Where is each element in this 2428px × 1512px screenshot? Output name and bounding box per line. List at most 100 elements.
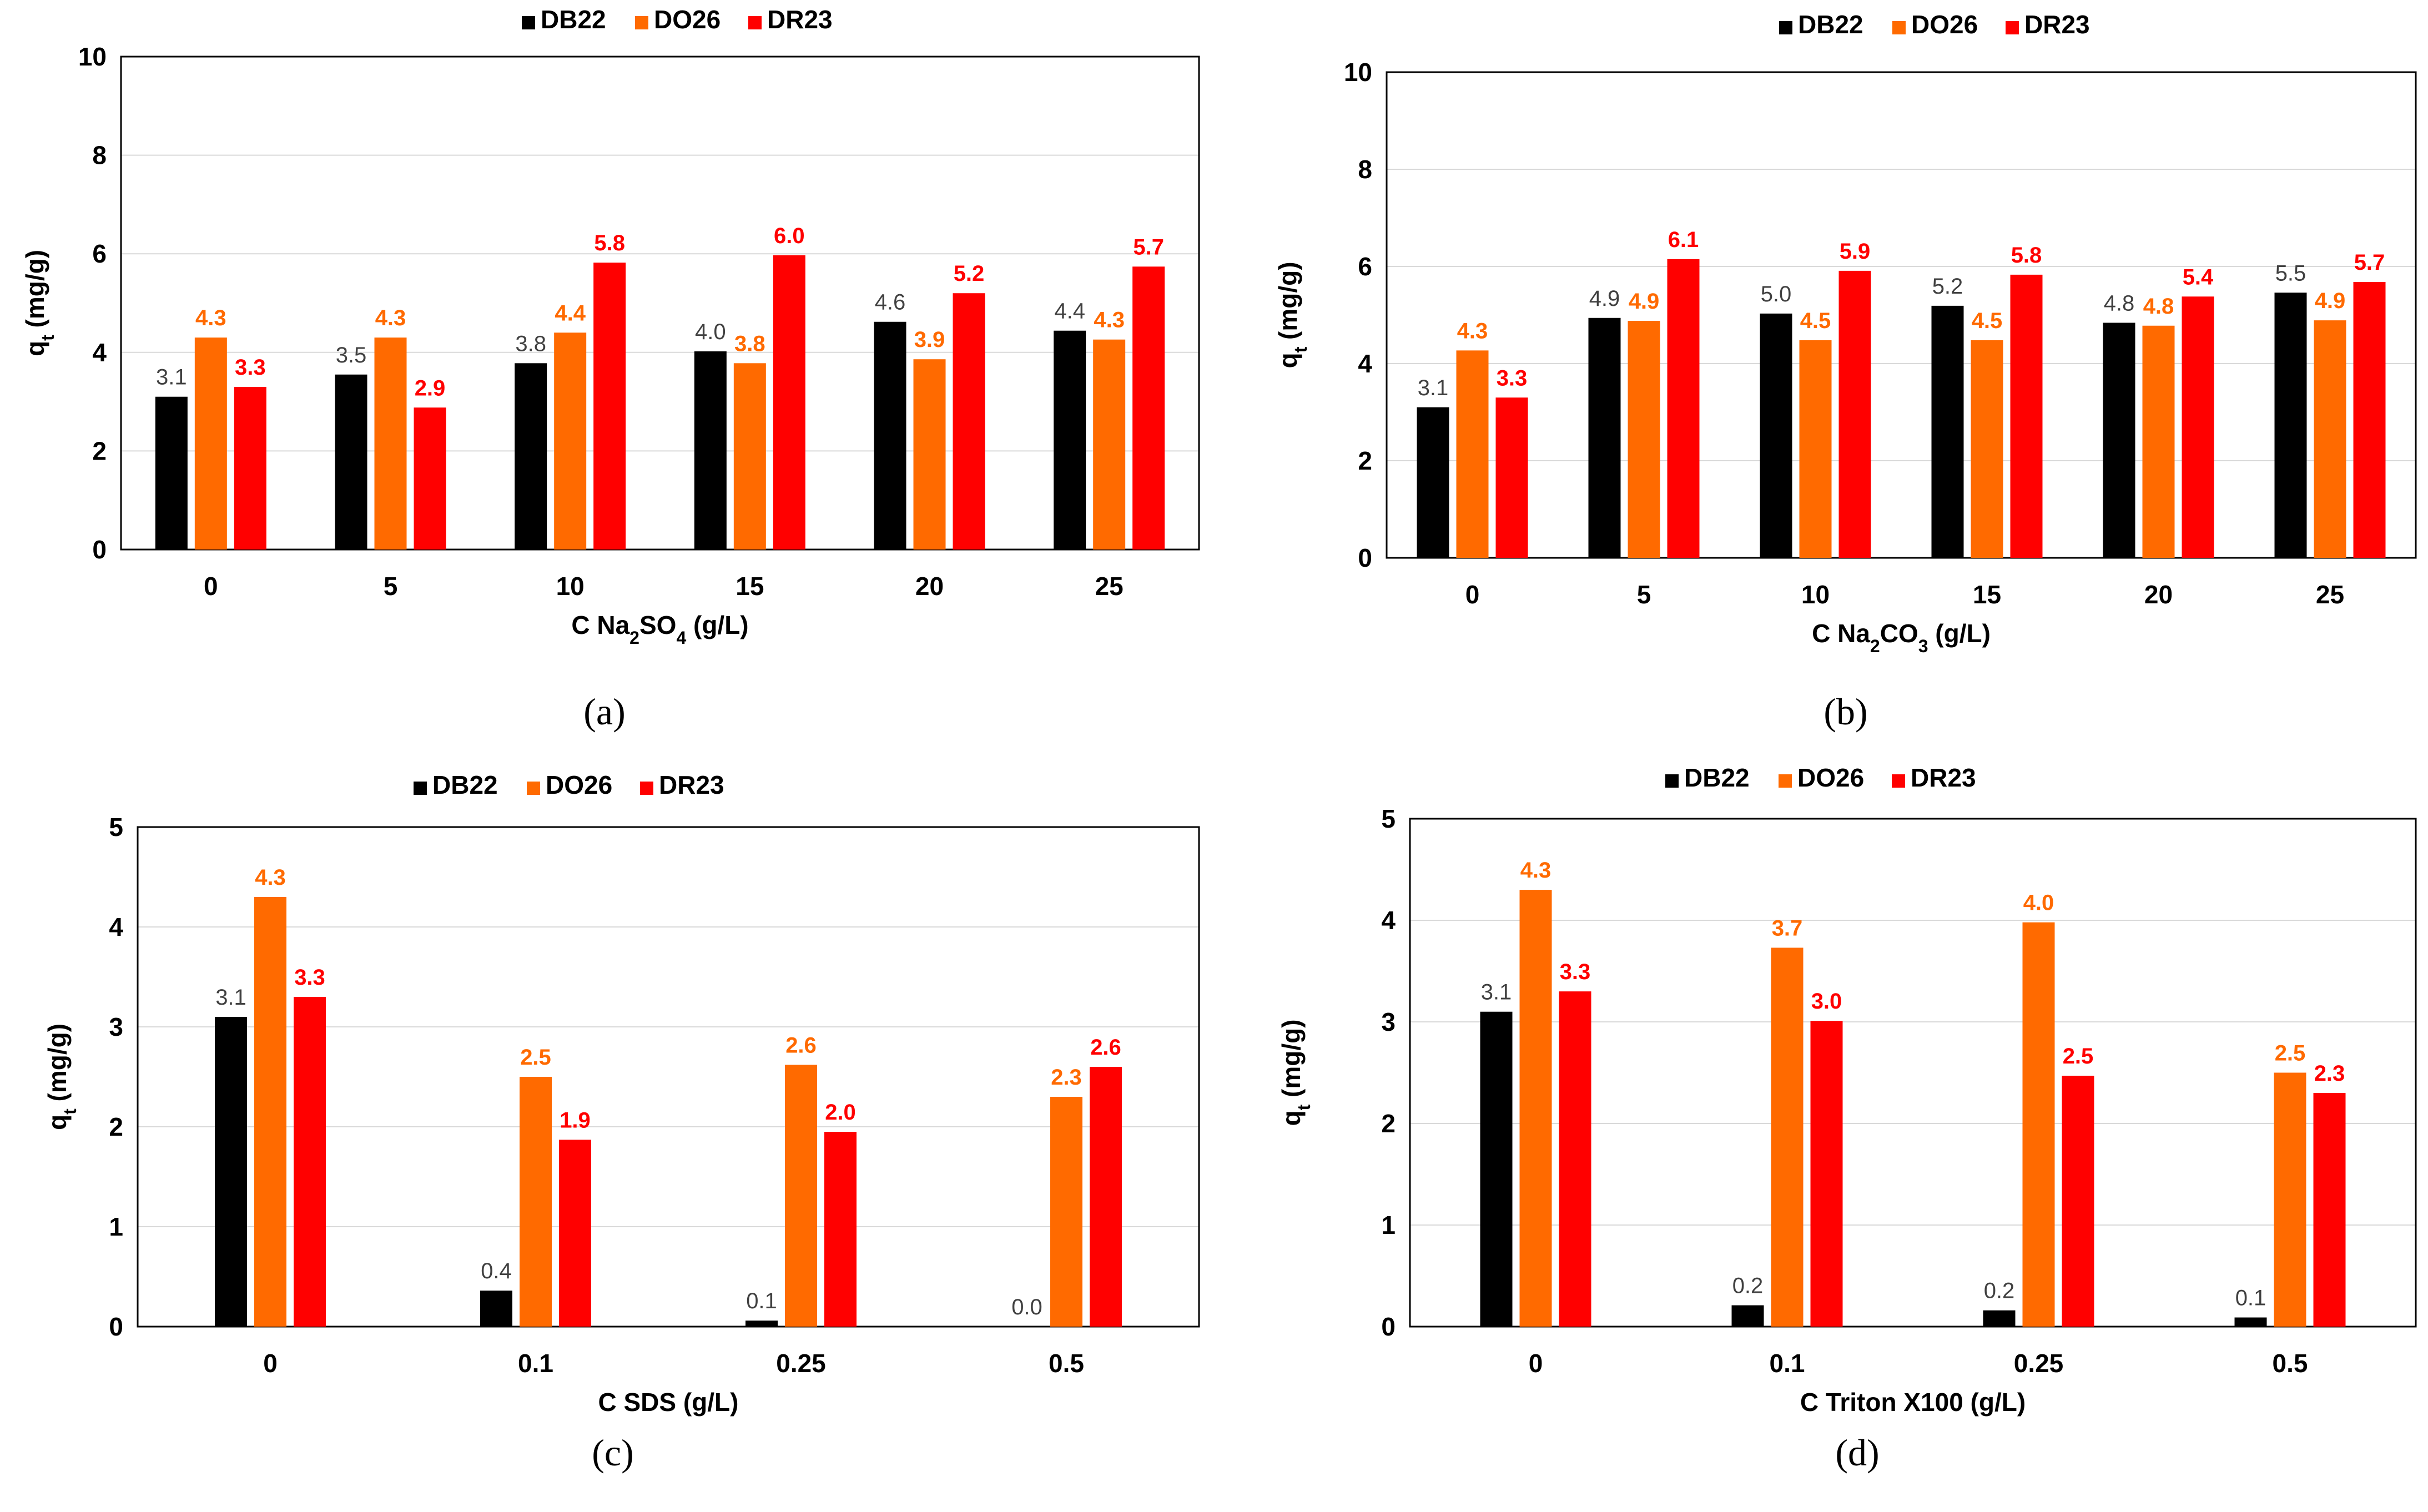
y-tick-label: 1	[109, 1212, 123, 1241]
data-label-dr23: 6.1	[1668, 228, 1699, 252]
data-label-do26: 3.9	[914, 327, 945, 352]
x-tick-label: 0	[1465, 580, 1480, 609]
x-tick-label: 10	[556, 572, 585, 601]
data-label-db22: 0.2	[1984, 1279, 2015, 1303]
bar-dr23	[414, 407, 446, 550]
y-tick-label: 0	[109, 1312, 123, 1341]
bar-dr23	[593, 263, 626, 550]
plot-area	[120, 56, 1200, 551]
panel-caption: (b)	[1823, 691, 1867, 733]
bar-dr23	[1132, 266, 1165, 550]
data-label-do26: 4.3	[1094, 308, 1125, 332]
x-tick-label: 0.25	[2014, 1349, 2064, 1378]
y-tick-label: 8	[92, 141, 107, 170]
legend-swatch-do26	[635, 16, 648, 29]
legend-swatch-dr23	[640, 782, 653, 795]
y-tick-label: 3	[1381, 1007, 1396, 1036]
x-tick-label: 0	[1529, 1349, 1543, 1378]
bar-db22	[1983, 1310, 2016, 1327]
bar-do26	[520, 1077, 552, 1327]
bar-db22	[1480, 1011, 1513, 1327]
legend-swatch-db22	[522, 16, 535, 29]
y-axis-title: qt (mg/g)	[1273, 261, 1311, 368]
bar-dr23	[1810, 1021, 1843, 1327]
legend-label-dr23: DR23	[1911, 763, 1976, 792]
data-label-do26: 4.3	[375, 306, 406, 330]
x-tick-label: 10	[1801, 580, 1830, 609]
legend-swatch-db22	[414, 782, 427, 795]
bar-do26	[2022, 922, 2055, 1327]
bar-dr23	[234, 386, 266, 550]
x-tick-label: 0.25	[776, 1349, 826, 1378]
data-label-dr23: 1.9	[560, 1108, 591, 1132]
data-label-dr23: 2.6	[1090, 1035, 1121, 1060]
bar-do26	[1971, 340, 2003, 558]
bar-db22	[2274, 293, 2307, 558]
bar-dr23	[1495, 397, 1528, 558]
data-label-dr23: 3.3	[235, 355, 266, 380]
x-axis-title: C SDS (g/L)	[598, 1388, 739, 1417]
data-label-do26: 4.3	[255, 865, 286, 890]
data-label-db22: 5.0	[1761, 282, 1792, 306]
x-tick-label: 25	[1095, 572, 1124, 601]
data-label-do26: 4.3	[195, 306, 226, 330]
data-label-do26: 2.5	[520, 1045, 551, 1070]
y-tick-label: 10	[78, 42, 107, 71]
data-label-db22: 0.1	[2235, 1286, 2266, 1311]
bar-do26	[733, 363, 766, 550]
data-label-dr23: 6.0	[774, 224, 805, 248]
bar-db22	[874, 321, 906, 550]
legend-label-db22: DB22	[1798, 10, 1863, 39]
bar-do26	[1519, 890, 1552, 1327]
data-label-do26: 2.5	[2275, 1041, 2306, 1066]
bar-do26	[374, 337, 407, 550]
plot-area	[137, 826, 1200, 1328]
data-label-dr23: 5.9	[1840, 239, 1871, 264]
data-label-dr23: 5.7	[1133, 235, 1164, 259]
legend-label-do26: DO26	[654, 5, 721, 34]
chart-panel-4: 0 1 2 3 4 5 3.1 4.3 3.3 0 0.2 3.7 3.0 0.1 0.2 4.0 2.5 0.2…	[1277, 763, 2417, 1474]
data-label-dr23: 3.0	[1811, 989, 1842, 1014]
y-tick-label: 5	[1381, 804, 1396, 833]
x-tick-label: 20	[915, 572, 944, 601]
bar-dr23	[2182, 296, 2214, 558]
data-label-db22: 4.0	[695, 320, 726, 344]
legend-swatch-dr23	[748, 16, 762, 29]
y-tick-label: 6	[92, 239, 107, 268]
legend-label-do26: DO26	[1911, 10, 1978, 39]
legend-label-dr23: DR23	[767, 5, 833, 34]
y-tick-label: 4	[109, 913, 123, 941]
y-tick-label: 0	[1358, 543, 1372, 572]
bar-dr23	[2313, 1093, 2346, 1327]
y-tick-label: 5	[109, 813, 123, 841]
y-tick-label: 0	[92, 535, 107, 564]
x-axis-title: C Na2SO4 (g/L)	[571, 611, 748, 648]
bar-dr23	[2353, 282, 2386, 558]
data-label-do26: 4.3	[1457, 319, 1488, 343]
x-tick-label: 20	[2144, 580, 2173, 609]
bar-do26	[913, 359, 946, 550]
x-tick-label: 0.5	[2273, 1349, 2308, 1378]
bar-db22	[215, 1017, 247, 1327]
data-label-db22: 4.8	[2104, 291, 2135, 316]
data-label-do26: 4.8	[2143, 294, 2174, 319]
bar-db22	[1760, 313, 1792, 558]
x-axis-title: C Triton X100 (g/L)	[1800, 1388, 2026, 1417]
data-label-do26: 4.9	[2315, 289, 2346, 313]
bar-db22	[1931, 305, 1964, 558]
bar-do26	[2142, 325, 2175, 558]
data-label-db22: 4.9	[1589, 286, 1620, 311]
data-label-db22: 3.5	[336, 343, 367, 367]
bar-dr23	[1838, 270, 1871, 558]
legend-label-db22: DB22	[432, 770, 498, 799]
y-tick-label: 8	[1358, 155, 1372, 184]
bar-do26	[1456, 350, 1489, 558]
bar-do26	[1050, 1097, 1082, 1327]
legend-swatch-do26	[1892, 21, 1906, 34]
y-tick-label: 6	[1358, 252, 1372, 281]
plot-area	[1386, 71, 2417, 559]
data-label-db22: 4.6	[875, 290, 906, 315]
data-label-db22: 0.0	[1011, 1295, 1042, 1319]
data-label-db22: 0.4	[481, 1259, 512, 1283]
